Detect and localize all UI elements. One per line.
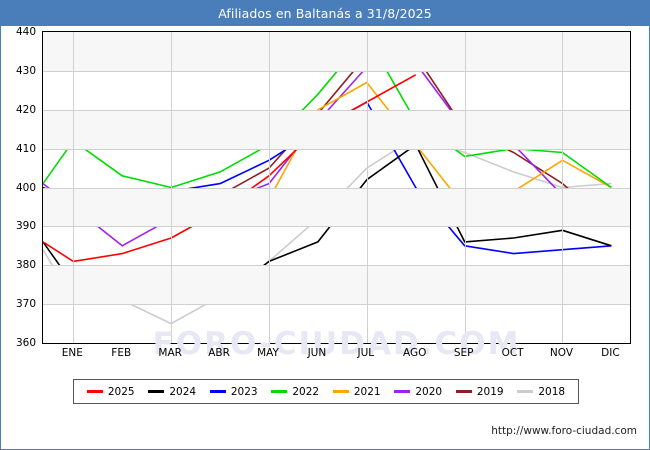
footer-url: http://www.foro-ciudad.com xyxy=(491,425,637,437)
legend-item-2024[interactable]: 2024 xyxy=(148,386,196,398)
y-axis-tick-label: 410 xyxy=(15,142,36,155)
gridline xyxy=(367,32,368,343)
gridline xyxy=(43,148,630,150)
y-axis-tick-label: 370 xyxy=(15,298,36,311)
x-axis-labels: ENE FEB MAR ABR MAY JUN JUL AGO SEP OCT NOV DIC xyxy=(42,346,631,364)
plot-band xyxy=(43,187,630,227)
x-axis-tick-label: AGO xyxy=(403,347,427,359)
gridline xyxy=(43,304,630,306)
legend-color-swatch xyxy=(86,390,103,393)
legend-label: 2018 xyxy=(538,385,566,398)
x-axis-tick-label: JUN xyxy=(307,347,327,359)
legend-item-2021[interactable]: 2021 xyxy=(332,385,381,398)
legend-color-swatch xyxy=(517,390,534,393)
legend-color-swatch xyxy=(148,390,165,393)
gridline xyxy=(43,265,630,267)
plot-band xyxy=(43,265,630,305)
legend-color-swatch xyxy=(332,390,349,393)
plot-band xyxy=(43,109,630,149)
x-axis-tick-label: DIC xyxy=(601,347,620,359)
legend-item-2018[interactable]: 2018 xyxy=(517,386,565,398)
page-title: Afiliados en Baltanás a 31/8/2025 xyxy=(218,6,432,21)
legend-item-2022[interactable]: 2022 xyxy=(271,386,319,398)
gridline xyxy=(43,226,630,228)
legend-color-swatch xyxy=(271,390,288,393)
x-axis-tick-label: MAY xyxy=(257,347,279,359)
y-axis-labels: 360 370 380 390 400 410 420 430 440 xyxy=(1,26,39,349)
x-axis-tick-label: MAR xyxy=(158,347,182,359)
legend-label: 2024 xyxy=(169,385,197,398)
gridline xyxy=(171,32,172,343)
gridline xyxy=(562,32,563,343)
series-line-2025 xyxy=(43,74,417,263)
y-axis-tick-label: 360 xyxy=(15,337,36,349)
legend-color-swatch xyxy=(394,390,411,393)
chart-legend: 2025 2024 2023 2022 2021 2020 2019 2018 xyxy=(73,379,579,404)
legend-color-swatch xyxy=(209,390,226,393)
gridline xyxy=(43,70,630,72)
gridline xyxy=(43,109,630,111)
legend-label: 2025 xyxy=(107,385,135,398)
chart-area: 360 370 380 390 400 410 420 430 440 FORO-CIUDAD.… xyxy=(1,26,649,449)
legend-item-2019[interactable]: 2019 xyxy=(455,385,504,398)
x-axis-tick-label: SEP xyxy=(453,347,474,359)
legend-item-2025[interactable]: 2025 xyxy=(86,385,135,398)
window-title-bar: Afiliados en Baltanás a 31/8/2025 xyxy=(1,1,649,26)
legend-label: 2023 xyxy=(230,385,258,398)
legend-label: 2021 xyxy=(353,385,381,398)
x-axis-tick-label: ENE xyxy=(61,347,83,359)
y-axis-tick-label: 440 xyxy=(15,26,36,38)
x-axis-tick-label: OCT xyxy=(501,347,524,359)
legend-color-swatch xyxy=(455,390,472,393)
legend-label: 2019 xyxy=(476,385,504,398)
gridline xyxy=(73,32,74,343)
x-axis-tick-label: JUL xyxy=(357,347,375,359)
plot-band xyxy=(43,32,630,71)
legend-label: 2022 xyxy=(292,385,320,398)
y-axis-tick-label: 400 xyxy=(15,181,36,194)
legend-label: 2020 xyxy=(415,385,443,398)
gridline xyxy=(269,32,270,343)
legend-item-2023[interactable]: 2023 xyxy=(209,385,258,398)
gridline xyxy=(43,187,630,189)
y-axis-tick-label: 390 xyxy=(15,220,36,233)
x-axis-tick-label: ABR xyxy=(208,347,230,359)
plot-area xyxy=(42,31,631,344)
y-axis-tick-label: 380 xyxy=(15,259,36,272)
legend-item-2020[interactable]: 2020 xyxy=(394,386,442,398)
gridline xyxy=(465,32,466,343)
y-axis-tick-label: 420 xyxy=(15,103,36,116)
x-axis-tick-label: NOV xyxy=(549,347,574,359)
x-axis-tick-label: FEB xyxy=(111,347,132,359)
y-axis-tick-label: 430 xyxy=(15,64,36,77)
